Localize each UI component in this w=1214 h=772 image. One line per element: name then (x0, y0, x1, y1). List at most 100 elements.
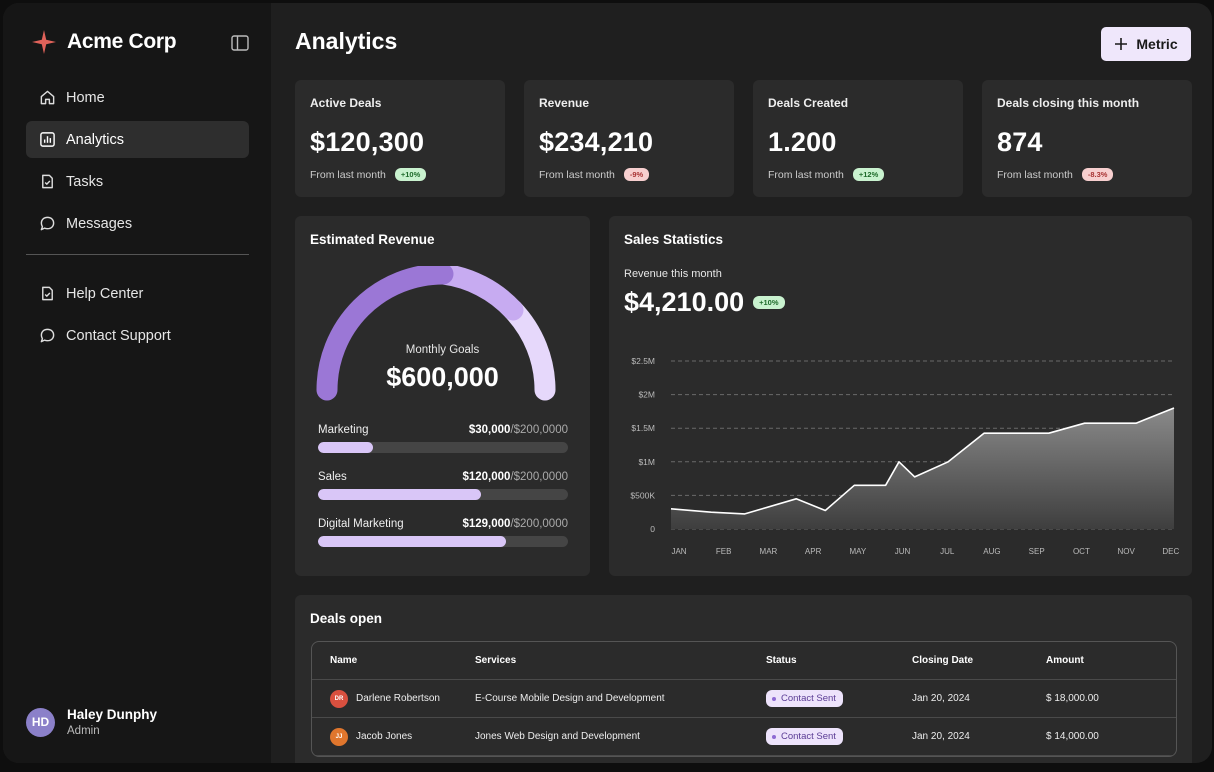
sales-statistics-panel: Sales Statistics Revenue this month $4,2… (609, 216, 1192, 576)
sidebar-item-contact-support[interactable]: Contact Support (26, 317, 249, 354)
sidebar-item-analytics[interactable]: Analytics (26, 121, 249, 158)
goal-progress-fill (318, 442, 373, 453)
x-tick-label: JUL (940, 547, 955, 556)
estimated-revenue-panel: Estimated Revenue Monthly Goals $600,000… (295, 216, 590, 576)
kpi-value: 874 (997, 127, 1043, 157)
panel-title: Estimated Revenue (310, 232, 435, 247)
avatar: DR (330, 689, 348, 708)
goal-progress-track (318, 489, 568, 500)
status-badge: Contact Sent (766, 690, 843, 707)
x-tick-label: MAY (849, 547, 866, 556)
star-logo-icon (32, 30, 56, 54)
kpi-cards: Active Deals $120,300 From last month +10… (295, 80, 1192, 197)
x-tick-label: SEP (1029, 547, 1045, 556)
x-tick-label: APR (805, 547, 822, 556)
sales-area-chart: 0 $500K $1M $1.5M $2M $2.5M JAN FEB MAR APR MAY JUN… (630, 356, 1179, 556)
delta-badge: -9% (623, 168, 650, 181)
kpi-card-active-deals: Active Deals $120,300 From last month +10… (295, 80, 505, 197)
deal-closing-date: Jan 20, 2024 (912, 731, 970, 742)
sidebar-item-label: Home (66, 89, 105, 106)
add-metric-button[interactable]: Metric (1101, 27, 1191, 61)
deal-name: Darlene Robertson (356, 693, 440, 704)
table-row[interactable]: JJ Jacob Jones Jones Web Design and Devel… (312, 718, 1176, 756)
chart-icon (40, 132, 55, 147)
sales-value: $4,210.00 (624, 287, 745, 317)
column-header-amount[interactable]: Amount (1046, 655, 1084, 666)
goal-item: Marketing $30,000/$200,0000 (318, 424, 568, 453)
goal-label: Marketing (318, 424, 369, 436)
kpi-card-deals-closing: Deals closing this month 874 From last m… (982, 80, 1192, 197)
goal-target: /$200,0000 (510, 424, 568, 436)
sidebar: Acme Corp Home Analytics Tasks Messages (3, 3, 271, 763)
goal-progress-fill (318, 489, 481, 500)
kpi-value: $234,210 (539, 127, 654, 157)
sidebar-item-label: Contact Support (66, 327, 171, 344)
status-dot-icon (772, 734, 776, 739)
goal-label: Digital Marketing (318, 518, 404, 530)
goal-progress-track (318, 536, 568, 547)
gauge-segment-dark (316, 266, 454, 401)
status-label: Contact Sent (781, 693, 836, 704)
goal-amount: $30,000 (468, 424, 511, 436)
kpi-card-revenue: Revenue $234,210 From last month -9% (524, 80, 734, 197)
y-tick-label: $500K (630, 490, 655, 500)
deal-amount: $ 14,000.00 (1046, 731, 1099, 742)
plus-icon (1115, 38, 1128, 50)
goal-progress-track (318, 442, 568, 453)
metric-button-label: Metric (1136, 36, 1178, 52)
user-name: Haley Dunphy (67, 707, 158, 722)
column-header-closing-date[interactable]: Closing Date (912, 655, 974, 666)
deal-amount: $ 18,000.00 (1046, 693, 1099, 704)
brand: Acme Corp (31, 29, 177, 55)
column-header-status[interactable]: Status (766, 655, 797, 666)
revenue-gauge (316, 266, 556, 401)
goal-progress-fill (318, 536, 506, 547)
kpi-footnote: From last month (997, 168, 1073, 181)
column-header-services[interactable]: Services (475, 655, 517, 666)
deal-closing-date: Jan 20, 2024 (912, 693, 970, 704)
main-content: Analytics Metric Active Deals $120,300 F… (271, 3, 1212, 763)
table-row[interactable]: DR Darlene Robertson E-Course Mobile Desi… (312, 680, 1176, 718)
avatar: HD (26, 707, 55, 737)
x-tick-label: MAR (760, 547, 778, 556)
x-tick-label: OCT (1073, 547, 1090, 556)
x-tick-label: JUN (895, 547, 911, 556)
sidebar-item-tasks[interactable]: Tasks (26, 163, 249, 200)
sidebar-item-help-center[interactable]: Help Center (26, 275, 249, 312)
user-profile[interactable]: HD Haley Dunphy Admin (26, 707, 157, 737)
sidebar-item-label: Help Center (66, 285, 144, 302)
gauge-value: $600,000 (386, 362, 499, 392)
deals-open-panel: Deals open Name Services Status Closing … (295, 595, 1192, 763)
deal-name: Jacob Jones (356, 731, 413, 742)
sidebar-nav: Home Analytics Tasks Messages Help Cente… (26, 79, 249, 359)
goal-amount: $129,000 (462, 518, 511, 530)
goal-target: /$200,0000 (510, 518, 568, 530)
x-tick-label: AUG (983, 547, 1000, 556)
sidebar-item-label: Tasks (66, 173, 104, 190)
kpi-value: $120,300 (310, 127, 425, 157)
deal-service: Jones Web Design and Development (475, 731, 640, 742)
sidebar-item-messages[interactable]: Messages (26, 205, 249, 242)
sidebar-divider (26, 254, 249, 255)
sidebar-item-home[interactable]: Home (26, 79, 249, 116)
sidebar-toggle-icon[interactable] (231, 35, 249, 51)
goal-list: Marketing $30,000/$200,0000 Sales $120,000… (318, 424, 568, 565)
y-tick-label: $1M (638, 457, 655, 467)
kpi-value: 1.200 (768, 127, 837, 157)
x-tick-label: FEB (716, 547, 732, 556)
sidebar-item-label: Messages (66, 215, 133, 232)
panel-title: Deals open (310, 611, 383, 626)
kpi-footnote: From last month (539, 168, 615, 181)
revenue-line (670, 407, 1175, 515)
user-role: Admin (67, 725, 100, 737)
deals-table: Name Services Status Closing Date Amount… (311, 641, 1177, 757)
kpi-label: Active Deals (310, 96, 382, 110)
gauge-label: Monthly Goals (405, 344, 480, 356)
goal-item: Sales $120,000/$200,0000 (318, 471, 568, 500)
chat-bubble-icon (40, 328, 55, 343)
x-tick-label: DEC (1162, 547, 1179, 556)
column-header-name[interactable]: Name (330, 655, 358, 666)
kpi-footnote: From last month (310, 168, 386, 181)
status-dot-icon (772, 696, 776, 701)
goal-label: Sales (318, 471, 347, 483)
